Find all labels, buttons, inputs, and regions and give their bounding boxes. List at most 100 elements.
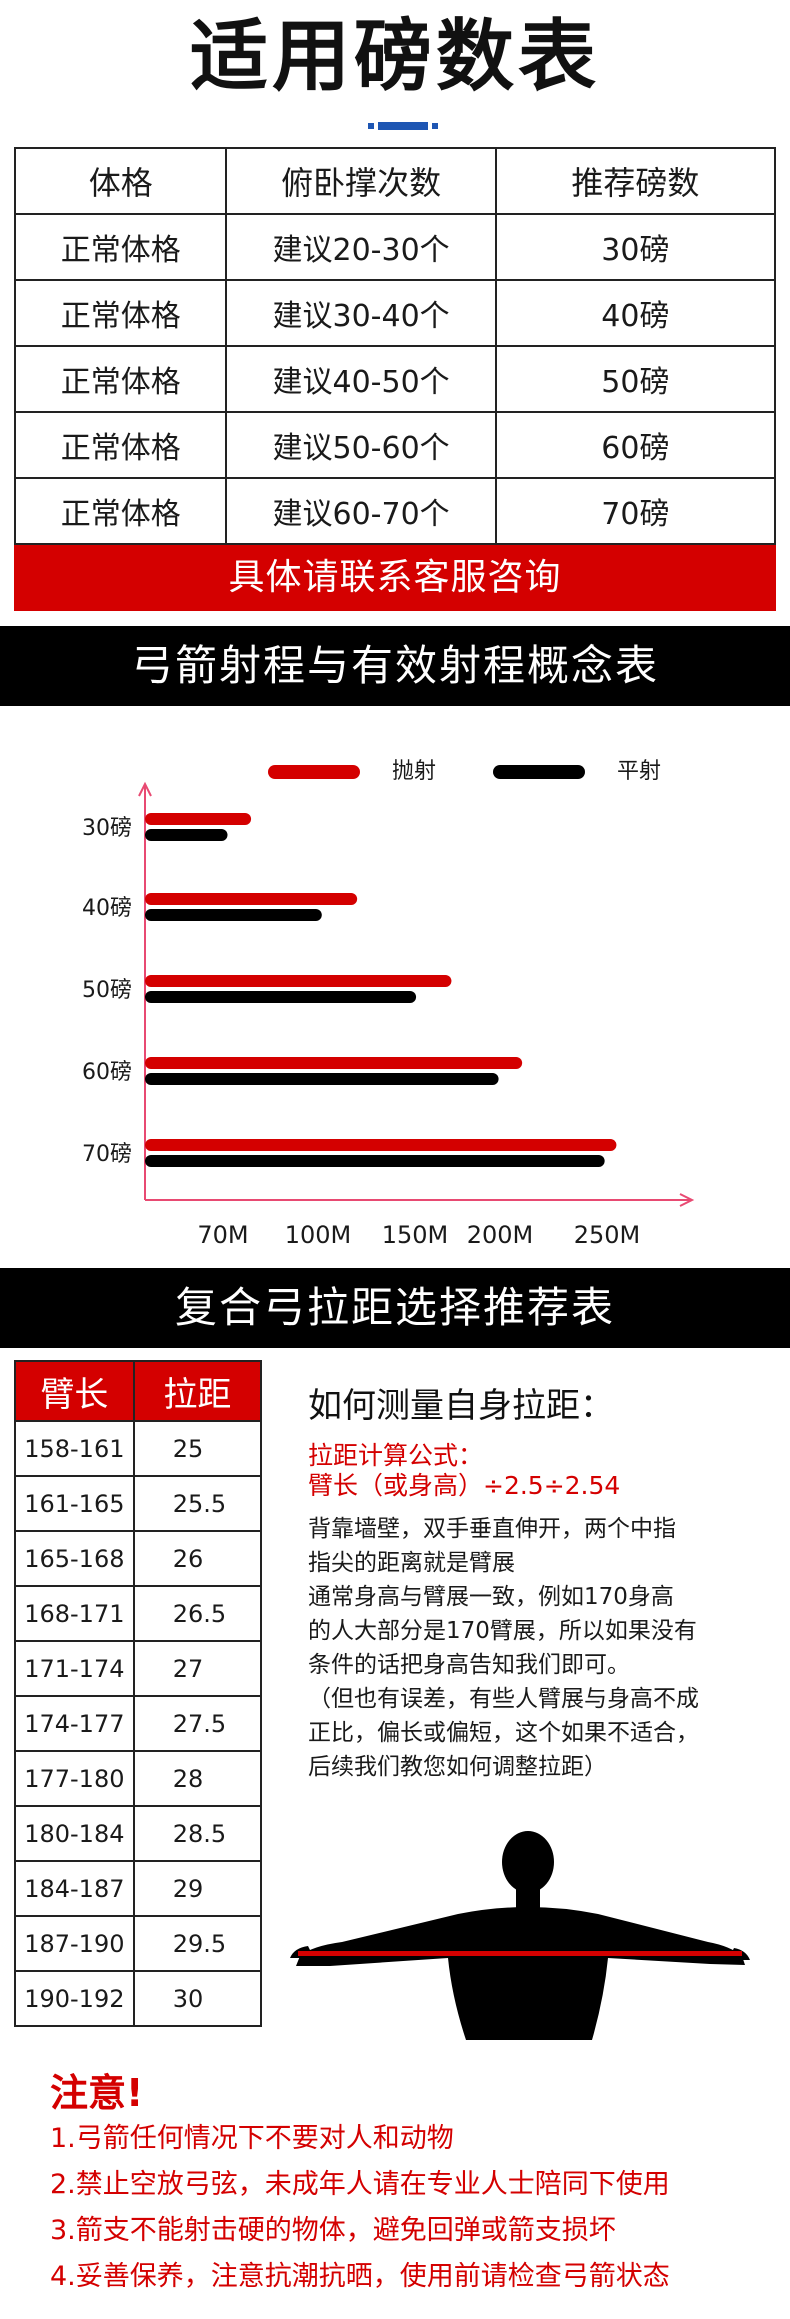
table-row: 174-177 27.5 bbox=[14, 1695, 263, 1752]
legend-label: 平射 bbox=[617, 759, 661, 784]
table-row: 168-171 26.5 bbox=[14, 1585, 263, 1642]
table-row: 158-161 25 bbox=[14, 1420, 263, 1477]
table-row: 190-192 30 bbox=[14, 1970, 263, 2027]
x-tick-label: 250M bbox=[574, 1221, 641, 1249]
table-row: 正常体格 建议40-50个 50磅 bbox=[13, 345, 777, 413]
table-cell: 25 bbox=[132, 1420, 263, 1477]
notice-item: 4.妥善保养，注意抗潮抗晒，使用前请检查弓箭状态 bbox=[50, 2261, 670, 2292]
text-line: 通常身高与臂展一致，例如170身高 bbox=[308, 1584, 674, 1610]
x-tick-label: 100M bbox=[285, 1221, 352, 1249]
bar bbox=[145, 813, 252, 825]
draw-length-table: 臂长 拉距 158-161 25 161-165 25.5 165-168 26 16… bbox=[14, 1360, 263, 2027]
bar bbox=[145, 1057, 523, 1069]
table-cell: 29.5 bbox=[132, 1915, 263, 1972]
table-cell: 190-192 bbox=[14, 1970, 135, 2027]
table-cell: 158-161 bbox=[14, 1420, 135, 1477]
category-label: 30磅 bbox=[82, 816, 132, 841]
text-line: 背靠墙壁，双手垂直伸开，两个中指 bbox=[308, 1516, 676, 1542]
table-row: 184-187 29 bbox=[14, 1860, 263, 1917]
bar bbox=[145, 829, 228, 841]
table-cell: 26.5 bbox=[132, 1585, 263, 1642]
x-tick-label: 150M bbox=[382, 1221, 449, 1249]
table-cell: 70磅 bbox=[494, 477, 777, 545]
legend-label: 抛射 bbox=[392, 759, 436, 784]
bar bbox=[145, 909, 322, 921]
table-row: 161-165 25.5 bbox=[14, 1475, 263, 1532]
measure-instruction: 背靠墙壁，双手垂直伸开，两个中指 指尖的距离就是臂展 bbox=[308, 1512, 778, 1580]
table-cell: 28.5 bbox=[132, 1805, 263, 1862]
table-cell: 171-174 bbox=[14, 1640, 135, 1697]
table-row: 171-174 27 bbox=[14, 1640, 263, 1697]
table-cell: 正常体格 bbox=[13, 411, 228, 479]
bar bbox=[145, 893, 358, 905]
legend-swatch bbox=[493, 765, 585, 779]
arm-span-figure bbox=[290, 1831, 750, 2040]
category-label: 40磅 bbox=[82, 896, 132, 921]
notice-item: 3.箭支不能射击硬的物体，避免回弹或箭支损坏 bbox=[50, 2215, 616, 2246]
y-axis-arrow bbox=[138, 781, 152, 797]
table-cell: 161-165 bbox=[14, 1475, 135, 1532]
table-cell: 187-190 bbox=[14, 1915, 135, 1972]
table-header-cell: 推荐磅数 bbox=[494, 147, 777, 215]
formula-text: 臂长（或身高）÷2.5÷2.54 bbox=[308, 1471, 621, 1500]
text-line: 指尖的距离就是臂展 bbox=[308, 1550, 515, 1576]
notice-item: 1.弓箭任何情况下不要对人和动物 bbox=[50, 2123, 454, 2154]
category-label: 50磅 bbox=[82, 978, 132, 1003]
bar bbox=[145, 975, 452, 987]
table-cell: 正常体格 bbox=[13, 213, 228, 281]
table-cell: 正常体格 bbox=[13, 345, 228, 413]
pound-table: 体格 俯卧撑次数 推荐磅数 正常体格 建议20-30个 30磅 正常体格 建议3… bbox=[13, 147, 777, 545]
x-tick-label: 200M bbox=[467, 1221, 534, 1249]
table-cell: 28 bbox=[132, 1750, 263, 1807]
range-chart: 抛射 平射 30磅 40磅 50磅 60磅 70磅 70M 100M 150M 200M 250M bbox=[82, 759, 695, 1249]
measure-note: 通常身高与臂展一致，例如170身高 的人大部分是170臂展，所以如果没有 条件的… bbox=[308, 1580, 778, 1682]
bar bbox=[145, 991, 417, 1003]
table-cell: 建议30-40个 bbox=[225, 279, 497, 347]
draw-section-banner: 复合弓拉距选择推荐表 bbox=[0, 1268, 790, 1348]
bar bbox=[145, 1073, 499, 1085]
table-row: 165-168 26 bbox=[14, 1530, 263, 1587]
table-header-row: 臂长 拉距 bbox=[14, 1360, 263, 1422]
table-header-cell: 体格 bbox=[13, 147, 228, 215]
table-cell: 27 bbox=[132, 1640, 263, 1697]
consult-banner: 具体请联系客服咨询 bbox=[14, 545, 776, 611]
table-cell: 正常体格 bbox=[13, 477, 228, 545]
notice-title: 注意! bbox=[50, 2071, 144, 2115]
table-cell: 26 bbox=[132, 1530, 263, 1587]
table-row: 正常体格 建议20-30个 30磅 bbox=[13, 213, 777, 281]
bar bbox=[145, 1155, 605, 1167]
text-line: 后续我们教您如何调整拉距） bbox=[308, 1754, 607, 1780]
text-line: （但也有误差，有些人臂展与身高不成 bbox=[308, 1686, 699, 1712]
measure-title: 如何测量自身拉距： bbox=[308, 1386, 614, 1426]
table-cell: 168-171 bbox=[14, 1585, 135, 1642]
text-line: 正比，偏长或偏短，这个如果不适合， bbox=[308, 1720, 699, 1746]
table-cell: 40磅 bbox=[494, 279, 777, 347]
title-underline bbox=[368, 122, 438, 130]
table-cell: 165-168 bbox=[14, 1530, 135, 1587]
table-cell: 184-187 bbox=[14, 1860, 135, 1917]
table-header-cell: 臂长 bbox=[14, 1360, 135, 1422]
category-label: 60磅 bbox=[82, 1060, 132, 1085]
table-row: 187-190 29.5 bbox=[14, 1915, 263, 1972]
table-cell: 正常体格 bbox=[13, 279, 228, 347]
table-cell: 180-184 bbox=[14, 1805, 135, 1862]
table-cell: 60磅 bbox=[494, 411, 777, 479]
table-cell: 30 bbox=[132, 1970, 263, 2027]
table-cell: 30磅 bbox=[494, 213, 777, 281]
table-cell: 174-177 bbox=[14, 1695, 135, 1752]
table-header-cell: 拉距 bbox=[132, 1360, 263, 1422]
table-header-cell: 俯卧撑次数 bbox=[225, 147, 497, 215]
table-cell: 建议60-70个 bbox=[225, 477, 497, 545]
table-row: 180-184 28.5 bbox=[14, 1805, 263, 1862]
formula-label: 拉距计算公式： bbox=[308, 1441, 484, 1470]
x-tick-label: 70M bbox=[197, 1221, 248, 1249]
table-row: 正常体格 建议30-40个 40磅 bbox=[13, 279, 777, 347]
legend-swatch bbox=[268, 765, 360, 779]
table-cell: 建议40-50个 bbox=[225, 345, 497, 413]
category-label: 70磅 bbox=[82, 1142, 132, 1167]
table-cell: 建议20-30个 bbox=[225, 213, 497, 281]
table-cell: 50磅 bbox=[494, 345, 777, 413]
table-cell: 25.5 bbox=[132, 1475, 263, 1532]
table-cell: 建议50-60个 bbox=[225, 411, 497, 479]
table-cell: 27.5 bbox=[132, 1695, 263, 1752]
